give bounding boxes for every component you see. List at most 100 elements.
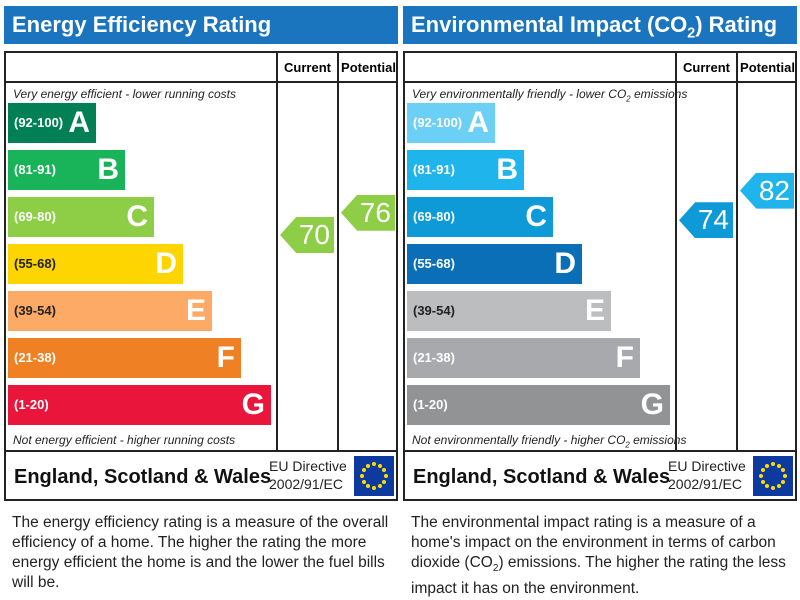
potential-rating-arrow: 76	[341, 194, 395, 231]
band-letter: G	[640, 388, 664, 421]
band-letter: D	[155, 247, 177, 280]
column-divider	[675, 53, 677, 450]
footer: England, Scotland & Wales EU Directive 200…	[4, 452, 398, 501]
current-rating-arrow: 70	[280, 217, 334, 253]
title-text-end: ) Rating	[695, 12, 778, 37]
flag-star-icon	[771, 486, 775, 490]
band-a: (92-100) A	[407, 103, 495, 143]
eu-flag-icon	[753, 456, 793, 496]
potential-rating-arrow: 82	[740, 172, 794, 209]
header-divider	[405, 81, 797, 83]
band-c: (69-80) C	[8, 197, 154, 237]
flag-star-icon	[361, 480, 366, 484]
flag-star-icon	[372, 486, 376, 490]
title-subscript: 2	[687, 25, 696, 42]
environmental-impact-panel: Environmental Impact (CO2) Rating Current…	[403, 0, 799, 600]
panel-title: Energy Efficiency Rating	[4, 6, 398, 44]
band-letter: C	[126, 200, 148, 233]
band-d: (55-68) D	[8, 244, 183, 284]
header-divider	[6, 81, 398, 83]
band-letter: B	[97, 153, 119, 186]
band-letter: E	[584, 294, 605, 327]
band-letter: A	[467, 106, 489, 139]
energy-efficiency-panel: Energy Efficiency Rating Current Potential…	[4, 0, 400, 600]
flag-star-icon	[360, 474, 364, 478]
rating-table: Current Potential Very environmentally fri…	[403, 51, 797, 452]
description: The environmental impact rating is a mea…	[411, 513, 791, 599]
description-text: The energy efficiency rating is a measur…	[12, 514, 389, 591]
flag-star-icon	[378, 484, 382, 489]
band-range: (55-68)	[413, 256, 455, 271]
top-note: Very environmentally friendly - lower CO…	[412, 87, 687, 103]
note-sub: 2	[626, 94, 631, 104]
band-letter: A	[68, 106, 90, 139]
band-range: (81-91)	[14, 162, 56, 177]
region-label: England, Scotland & Wales	[14, 466, 272, 488]
band-b: (81-91) B	[8, 150, 125, 190]
band-f: (21-38) F	[407, 338, 640, 378]
note-end: emissions	[630, 87, 688, 101]
flag-star-icon	[382, 480, 387, 484]
bottom-note: Not energy efficient - higher running co…	[13, 433, 235, 449]
band-c: (69-80) C	[407, 197, 553, 237]
flag-star-icon	[361, 468, 366, 472]
current-column-header: Current	[683, 60, 730, 75]
band-b: (81-91) B	[407, 150, 524, 190]
band-g: (1-20) G	[407, 385, 670, 425]
flag-star-icon	[777, 484, 781, 489]
note-text: Very environmentally friendly - lower CO	[412, 87, 627, 101]
title-text: Energy Efficiency Rating	[12, 12, 272, 37]
directive-line2: 2002/91/EC	[668, 476, 742, 492]
current-column-header: Current	[284, 60, 331, 75]
band-range: (92-100)	[413, 115, 463, 130]
directive-line2: 2002/91/EC	[269, 476, 343, 492]
current-rating-arrow: 74	[679, 202, 733, 239]
description-text: The environmental impact rating is a mea…	[411, 514, 776, 571]
top-note: Very energy efficient - lower running co…	[13, 87, 236, 103]
band-range: (1-20)	[14, 397, 49, 412]
band-range: (21-38)	[413, 350, 455, 365]
potential-column-header: Potential	[740, 60, 795, 75]
flag-star-icon	[378, 463, 382, 468]
potential-column-header: Potential	[341, 60, 396, 75]
flag-star-icon	[781, 468, 786, 472]
band-letter: F	[615, 341, 634, 374]
band-letter: B	[496, 153, 518, 186]
note-end: emissions	[629, 433, 687, 447]
band-range: (69-80)	[14, 209, 56, 224]
flag-star-icon	[759, 474, 763, 478]
band-range: (21-38)	[14, 350, 56, 365]
directive-line1: EU Directive	[269, 458, 347, 474]
band-range: (69-80)	[413, 209, 455, 224]
description-sub: 2	[492, 563, 499, 575]
flag-star-icon	[771, 462, 775, 466]
band-range: (39-54)	[413, 303, 455, 318]
band-letter: C	[525, 200, 547, 233]
column-divider	[276, 53, 278, 450]
flag-star-icon	[366, 463, 370, 468]
flag-star-icon	[765, 484, 769, 489]
note-text: Very energy efficient - lower running co…	[13, 87, 236, 101]
column-divider	[337, 53, 339, 450]
flag-star-icon	[384, 474, 388, 478]
band-letter: F	[216, 341, 235, 374]
flag-star-icon	[366, 484, 370, 489]
flag-star-icon	[382, 468, 387, 472]
flag-star-icon	[777, 463, 781, 468]
description: The energy efficiency rating is a measur…	[12, 513, 392, 599]
description-end: ) emissions. The higher the rating the l…	[411, 554, 786, 598]
eu-directive: EU Directive 2002/91/EC	[269, 457, 347, 493]
band-range: (55-68)	[14, 256, 56, 271]
band-letter: E	[185, 294, 206, 327]
title-text: Environmental Impact (CO	[411, 12, 688, 37]
flag-star-icon	[372, 462, 376, 466]
note-text: Not environmentally friendly - higher CO	[412, 433, 626, 447]
region-label: England, Scotland & Wales	[413, 466, 671, 488]
footer: England, Scotland & Wales EU Directive 200…	[403, 452, 797, 501]
panel-title: Environmental Impact (CO2) Rating	[403, 6, 797, 44]
band-letter: D	[554, 247, 576, 280]
bottom-note: Not environmentally friendly - higher CO…	[412, 433, 686, 449]
flag-star-icon	[760, 468, 765, 472]
band-range: (81-91)	[413, 162, 455, 177]
flag-star-icon	[760, 480, 765, 484]
